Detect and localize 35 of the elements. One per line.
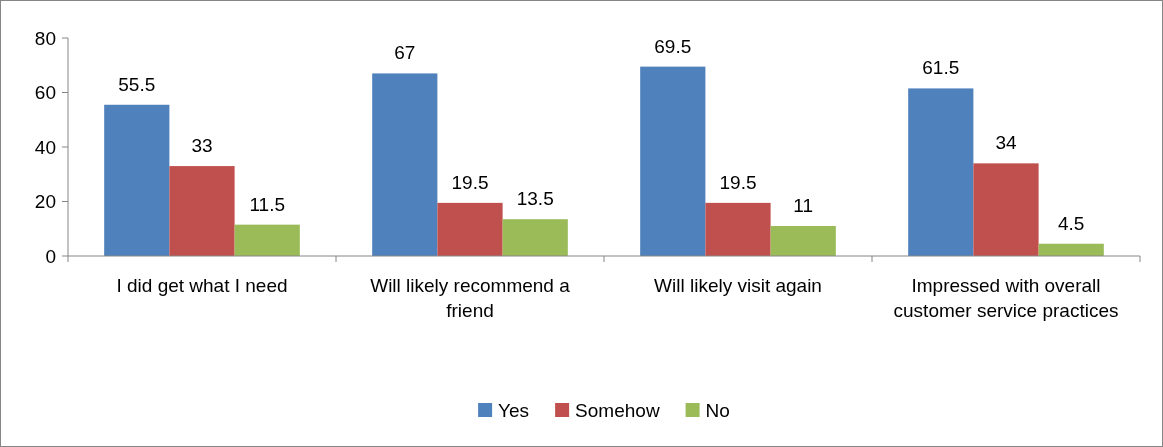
legend-label: Somehow [575,399,660,421]
x-tick-label: I did get what I need [116,275,288,296]
data-label: 4.5 [1058,212,1085,234]
bar [169,166,235,256]
bar [234,224,300,256]
legend-label: Yes [498,399,530,421]
data-label: 11.5 [249,193,285,215]
data-label: 34 [995,132,1017,154]
y-tick-label: 0 [45,245,56,267]
y-tick-label: 80 [34,27,56,49]
y-tick-label: 60 [34,82,56,104]
data-label: 33 [191,135,213,157]
bar [770,226,836,256]
bar [372,73,438,256]
data-label: 55.5 [118,73,156,95]
data-label: 11 [793,195,814,217]
bar [502,219,568,256]
bar [437,202,503,256]
bar [640,66,706,256]
bar [908,88,974,256]
data-label: 19.5 [719,171,757,193]
legend-label: No [705,399,730,421]
bar [705,202,771,256]
data-label: 19.5 [451,171,489,193]
data-label: 69.5 [654,35,692,57]
data-label: 61.5 [922,57,960,79]
bar [973,163,1039,256]
x-tick-label: Impressed with overall customer service practices [893,275,1119,321]
x-tick-label: Will likely recommend a friend [370,275,571,321]
data-label: 67 [394,42,416,64]
y-tick-label: 20 [34,191,56,213]
data-label: 13.5 [516,188,554,210]
x-tick-label: Will likely visit again [654,275,822,296]
bar [104,104,170,256]
y-tick-label: 40 [34,136,56,158]
